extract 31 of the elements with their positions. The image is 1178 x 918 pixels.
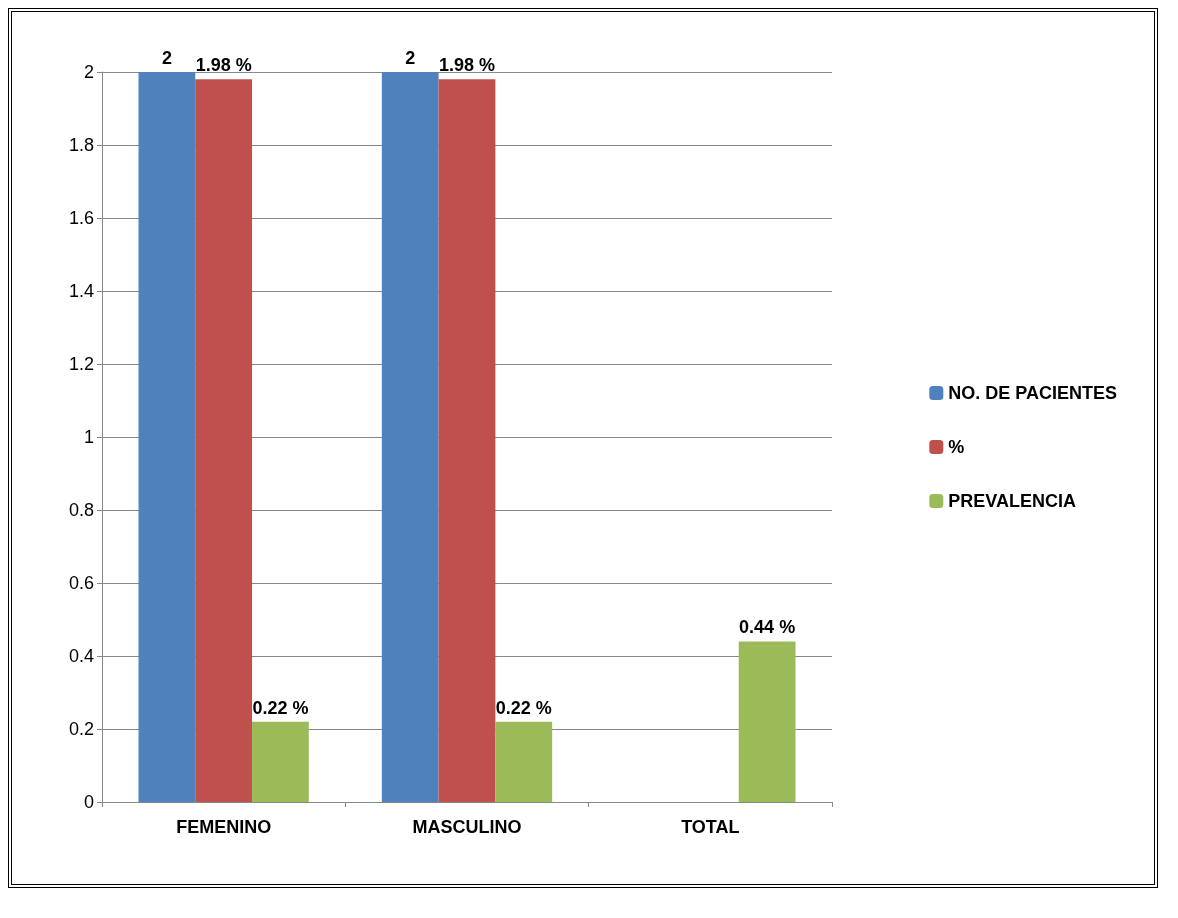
y-tick-label: 0: [83, 792, 94, 812]
bar: [252, 721, 309, 802]
y-tick-label: 1.6: [68, 208, 94, 228]
data-label: 2: [405, 48, 416, 68]
data-label: 1.98 %: [438, 55, 496, 76]
x-tick-label: MASCULINO: [412, 817, 522, 837]
x-tick-label: TOTAL: [681, 817, 740, 837]
bar: [438, 79, 496, 802]
bar: [195, 79, 253, 802]
bar: [495, 721, 553, 802]
y-tick-label: 0.8: [68, 500, 94, 520]
y-tick-label: 1.4: [68, 281, 94, 301]
data-label: 0.22 %: [252, 697, 309, 718]
y-tick-label: 2: [83, 62, 94, 82]
y-tick-label: 1: [83, 427, 94, 447]
data-label: 0.44 %: [739, 617, 796, 638]
x-tick-label: FEMENINO: [176, 817, 272, 837]
y-tick-label: 0.4: [68, 646, 94, 666]
bar: [738, 641, 796, 802]
bar: [138, 72, 196, 802]
y-tick-label: 1.2: [68, 354, 94, 374]
data-label: 1.98 %: [195, 55, 252, 76]
y-tick-label: 0.2: [68, 719, 94, 739]
data-label: 0.22 %: [495, 697, 552, 718]
y-tick-label: 0.6: [68, 573, 94, 593]
y-tick-label: 1.8: [68, 135, 94, 155]
legend-label: PREVALENCIA: [948, 491, 1076, 511]
data-label: 2: [161, 48, 172, 68]
legend-label: NO. DE PACIENTES: [948, 383, 1118, 403]
bar: [381, 72, 439, 802]
legend-label: %: [948, 437, 965, 457]
